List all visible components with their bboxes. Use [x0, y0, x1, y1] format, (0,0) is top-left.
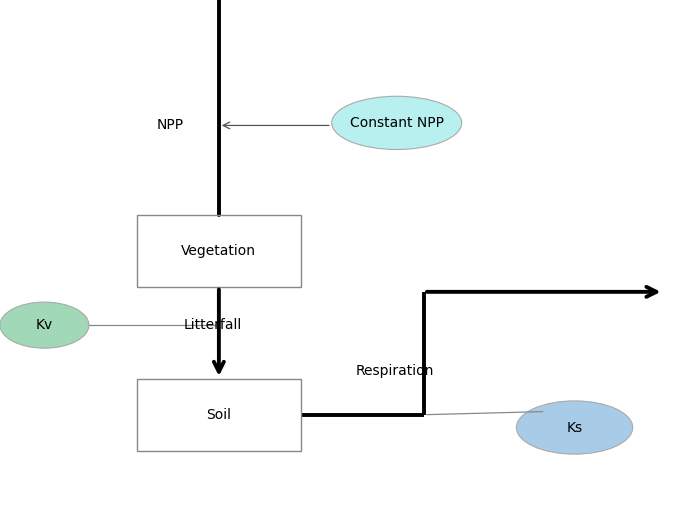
Text: Litterfall: Litterfall	[183, 318, 241, 332]
Text: Constant NPP: Constant NPP	[350, 116, 444, 130]
Ellipse shape	[0, 302, 89, 348]
Bar	[137, 379, 301, 451]
Text: Soil: Soil	[207, 408, 231, 422]
Text: Vegetation: Vegetation	[181, 244, 256, 258]
Ellipse shape	[332, 96, 462, 150]
Text: Kv: Kv	[36, 318, 53, 332]
Ellipse shape	[516, 401, 633, 454]
Text: Ks: Ks	[566, 420, 583, 435]
Bar	[137, 215, 301, 287]
Text: Respiration: Respiration	[356, 364, 434, 378]
Text: NPP: NPP	[156, 118, 183, 133]
